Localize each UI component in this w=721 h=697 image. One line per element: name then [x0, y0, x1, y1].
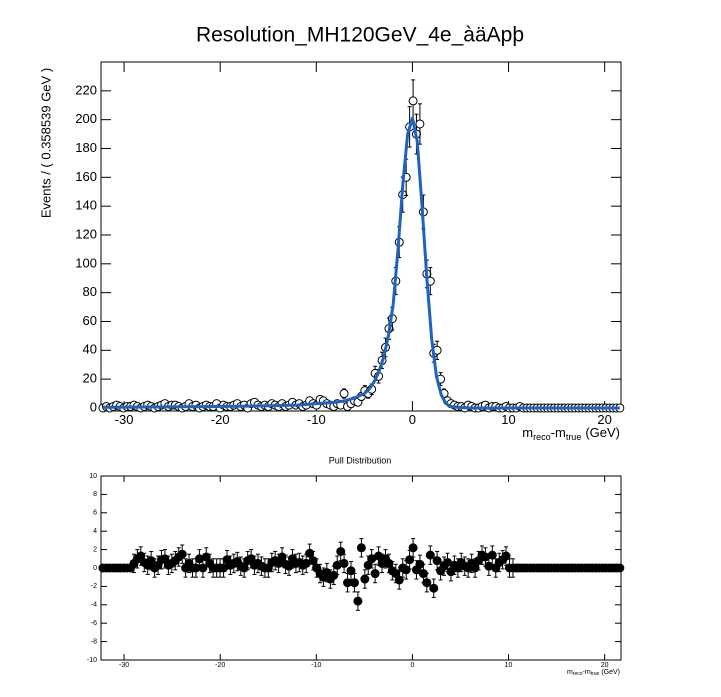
data-point [370, 569, 380, 579]
x-label-part: reco [573, 671, 583, 677]
x-tick-label: 20 [601, 662, 609, 669]
data-point [277, 552, 287, 562]
y-tick-label: 100 [75, 255, 97, 270]
data-point [429, 583, 439, 593]
x-tick-label: 10 [501, 412, 515, 427]
data-point [305, 548, 315, 558]
data-point [422, 578, 432, 588]
x-label-part: m [567, 669, 573, 676]
y-tick-label: -4 [91, 602, 97, 609]
x-label-part: true [591, 671, 600, 677]
y-tick-label: 200 [75, 111, 97, 126]
data-point [339, 558, 349, 568]
data-point [329, 570, 339, 580]
y-axis-label: Events / ( 0.358539 GeV ) [38, 68, 53, 218]
y-tick-label: 4 [93, 528, 97, 535]
x-tick-label: -20 [215, 662, 225, 669]
y-tick-label: -8 [91, 638, 97, 645]
y-tick-label: 20 [83, 371, 97, 386]
y-tick-label: 10 [89, 473, 97, 480]
pull-title: Pull Distribution [329, 455, 392, 465]
data-point [356, 543, 366, 553]
data-point [339, 389, 349, 399]
data-point [384, 558, 394, 568]
y-tick-label: 40 [83, 342, 97, 357]
x-tick-label: 10 [505, 662, 513, 669]
y-tick-label: 80 [83, 284, 97, 299]
pull-x-axis-label: mreco-mtrue (GeV) [567, 669, 620, 677]
y-tick-label: 160 [75, 169, 97, 184]
x-label-part: -m [551, 425, 566, 440]
data-point [346, 566, 356, 576]
x-tick-label: -10 [311, 662, 321, 669]
data-point [487, 550, 497, 560]
chart-title: Resolution_MH120GeV_4e_àäApþ [196, 24, 524, 47]
data-point [408, 543, 418, 553]
y-tick-label: 0 [90, 399, 97, 414]
y-tick-label: 2 [93, 546, 97, 553]
data-point [470, 563, 480, 573]
x-label-part: (GeV) [585, 425, 620, 440]
data-point [360, 574, 370, 584]
x-tick-label: -20 [211, 412, 230, 427]
x-label-part: true [566, 432, 582, 442]
y-tick-label: -10 [87, 657, 97, 664]
x-label-part: reco [533, 432, 551, 442]
x-tick-label: -30 [119, 662, 129, 669]
fit-line [102, 116, 620, 410]
x-tick-label: -10 [307, 412, 326, 427]
y-tick-label: 6 [93, 510, 97, 517]
y-tick-label: 120 [75, 226, 97, 241]
x-axis-label: mreco-mtrue (GeV) [522, 425, 620, 442]
x-label-part: -m [583, 669, 591, 676]
x-tick-label: 20 [597, 412, 611, 427]
data-point [308, 556, 318, 566]
y-tick-label: 220 [75, 82, 97, 97]
data-point [415, 119, 425, 129]
data-point [501, 551, 511, 561]
data-point [405, 555, 415, 565]
x-tick-label: 0 [410, 662, 414, 669]
y-tick-label: 140 [75, 198, 97, 213]
y-tick-label: 180 [75, 140, 97, 155]
data-point [349, 578, 359, 588]
data-point [401, 565, 411, 575]
data-point [177, 549, 187, 559]
plot-frame [100, 61, 622, 412]
x-tick-label: -30 [115, 412, 134, 427]
y-tick-label: 0 [93, 565, 97, 572]
y-tick-label: -2 [91, 583, 97, 590]
x-label-part: m [522, 425, 533, 440]
data-point [353, 596, 363, 606]
data-point [394, 575, 404, 585]
data-point [425, 550, 435, 560]
data-point [239, 563, 249, 573]
data-point [615, 563, 625, 573]
data-point [408, 96, 418, 106]
x-tick-label: 0 [409, 412, 416, 427]
data-point [336, 546, 346, 556]
y-tick-label: 8 [93, 491, 97, 498]
data-point [432, 556, 442, 566]
y-tick-label: -6 [91, 620, 97, 627]
x-label-part: (GeV) [601, 669, 620, 676]
y-tick-label: 60 [83, 313, 97, 328]
